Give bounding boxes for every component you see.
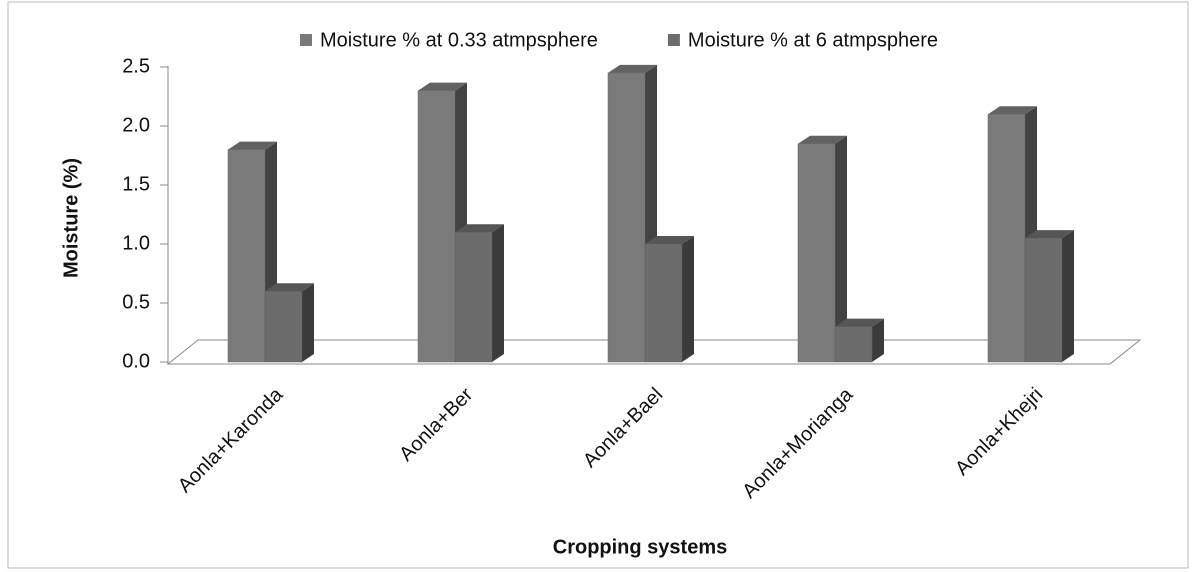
bar-face (834, 326, 873, 363)
bar-face (835, 318, 884, 327)
legend-label: Moisture % at 0.33 atmpsphere (320, 29, 598, 51)
bar-face (417, 90, 456, 363)
bar-face (264, 290, 303, 363)
y-tick-label: 2.5 (122, 55, 150, 77)
frame (7, 1, 1189, 569)
bar-face (644, 243, 683, 363)
bar-face (1024, 237, 1063, 363)
bar (797, 135, 847, 363)
bar-face (454, 231, 493, 363)
bar-face (988, 106, 1037, 115)
bar-face (797, 143, 836, 363)
y-tick-label: 1.0 (122, 232, 150, 254)
bar (1024, 230, 1074, 363)
x-tick-label: Aonla+Ber (395, 383, 477, 465)
bar-face (265, 283, 314, 292)
bar-face (987, 113, 1026, 363)
bar-face (302, 283, 314, 362)
x-tick-label: Aonla+Khejri (951, 384, 1047, 480)
x-tick-label: Aonla+Morianga (738, 383, 858, 503)
y-tick-label: 0.5 (122, 291, 150, 313)
bar-face (492, 224, 504, 362)
x-tick-label: Aonla+Karonda (174, 383, 288, 497)
bar-face (682, 236, 694, 362)
bar-face (455, 224, 504, 233)
x-axis-title: Cropping systems (553, 536, 727, 558)
legend-swatch (667, 34, 680, 46)
bar-face (645, 236, 694, 244)
legend-label: Moisture % at 6 atmpsphere (688, 29, 938, 51)
y-tick-label: 1.5 (122, 173, 150, 195)
bar (454, 224, 504, 363)
x-tick-label: Aonla+Bael (579, 384, 667, 472)
bar-face (418, 82, 467, 91)
y-tick-label: 0.0 (122, 350, 150, 372)
bar-face (872, 318, 884, 362)
bar-face (228, 141, 277, 150)
bar-face (1062, 230, 1074, 362)
y-tick-label: 2.0 (122, 114, 150, 136)
bar (264, 283, 314, 363)
bar-face (798, 135, 847, 144)
legend-swatch (300, 34, 312, 46)
bar-face (607, 72, 646, 363)
y-axis-title: Moisture (%) (60, 158, 82, 278)
bar-face (608, 64, 657, 73)
bar-face (835, 135, 847, 362)
bar-face (227, 149, 266, 363)
bar (644, 236, 694, 363)
bar-face (1025, 230, 1074, 239)
bar (834, 318, 884, 363)
